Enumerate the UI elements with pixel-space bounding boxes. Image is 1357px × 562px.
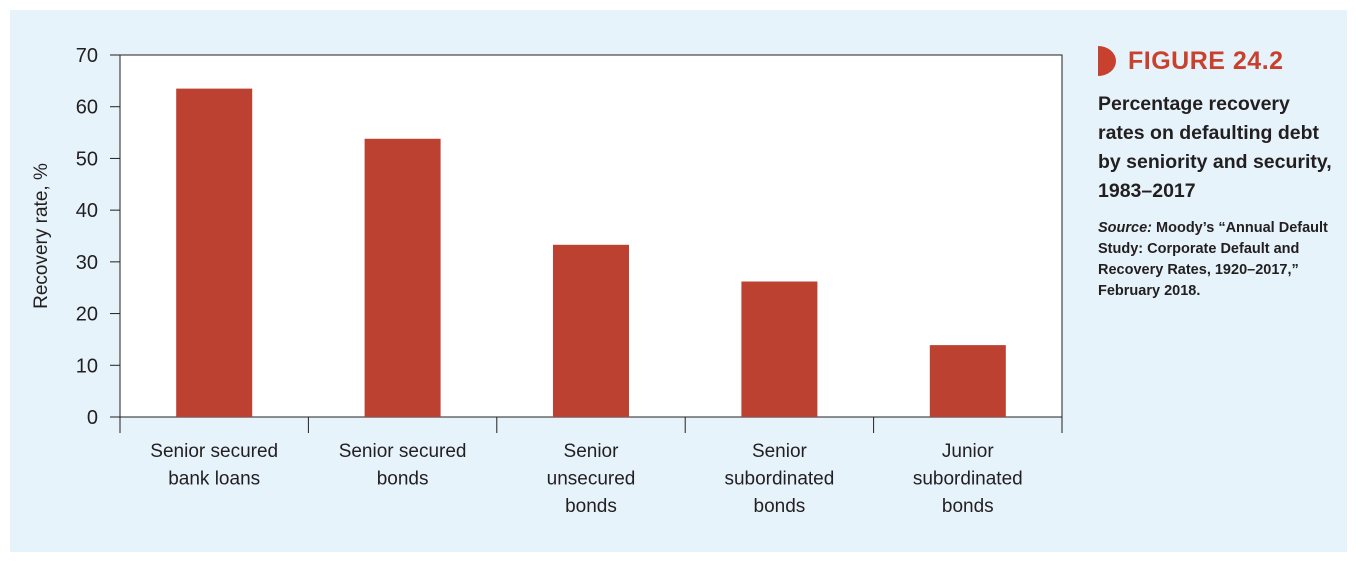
figure-label: FIGURE 24.2 bbox=[1128, 46, 1284, 75]
x-category-label: unsecured bbox=[547, 469, 636, 490]
y-tick-label: 30 bbox=[76, 252, 98, 274]
bar bbox=[176, 88, 253, 417]
bar bbox=[553, 244, 629, 417]
x-category-label: bonds bbox=[942, 496, 994, 517]
x-category-label: Senior bbox=[564, 441, 620, 462]
y-tick-label: 0 bbox=[87, 407, 98, 429]
bar bbox=[929, 345, 1006, 417]
figure-caption: Percentage recovery rates on defaulting … bbox=[1098, 93, 1332, 202]
bar bbox=[741, 281, 818, 417]
x-category-label: subordinated bbox=[913, 469, 1023, 490]
figure-source: Source: Moody’s “Annual Default Study: C… bbox=[1098, 218, 1338, 302]
y-axis-label: Recovery rate, % bbox=[31, 163, 52, 309]
x-category-label: bonds bbox=[377, 469, 429, 490]
x-category-label: bonds bbox=[754, 496, 806, 517]
x-category-label: bank loans bbox=[168, 469, 260, 490]
y-tick-label: 50 bbox=[76, 148, 98, 170]
figure-header: FIGURE 24.2 bbox=[1098, 46, 1338, 76]
y-tick-label: 60 bbox=[76, 97, 98, 119]
half-circle-icon bbox=[1098, 46, 1116, 76]
y-tick-label: 10 bbox=[76, 355, 98, 377]
x-category-label: subordinated bbox=[724, 469, 834, 490]
y-tick-label: 70 bbox=[76, 45, 98, 67]
x-category-label: Junior bbox=[942, 441, 994, 462]
figure-sidebar: FIGURE 24.2 Percentage recovery rates on… bbox=[1098, 46, 1338, 302]
y-tick-label: 20 bbox=[76, 304, 98, 326]
y-axis: 0 10 20 30 40 50 60 70 bbox=[76, 45, 120, 429]
x-category-label: Senior bbox=[752, 441, 808, 462]
source-text: Moody’s “Annual Default Study: Corporate… bbox=[1098, 220, 1328, 299]
x-axis: Senior secured bank loans Senior secured bo… bbox=[119, 417, 1063, 517]
bar bbox=[364, 138, 441, 417]
x-category-label: bonds bbox=[565, 496, 617, 517]
bars bbox=[176, 88, 1006, 417]
y-tick-label: 40 bbox=[76, 200, 98, 222]
source-label: Source: bbox=[1098, 220, 1152, 236]
x-category-label: Senior secured bbox=[150, 441, 278, 462]
x-category-label: Senior secured bbox=[339, 441, 467, 462]
